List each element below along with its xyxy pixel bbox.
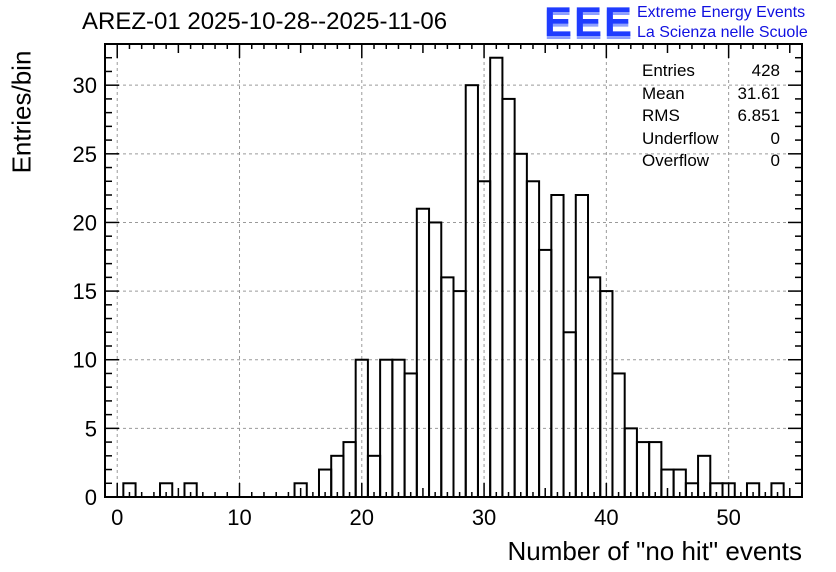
histogram-bin [452,290,467,498]
histogram-bin [611,372,626,499]
stats-row-overflow: Overflow 0 [642,150,780,173]
histogram-bin [574,194,590,498]
x-tick-label: 20 [350,505,374,530]
logo-line-1: Extreme Energy Events [637,4,806,21]
plot-frame [104,43,803,498]
x-tick-label: 30 [472,505,496,530]
logo-line-2: La Scienza nelle Scuole [637,24,808,41]
histogram-bin [330,454,345,498]
y-axis-label: Entries/bin [6,50,37,174]
y-tick-label: 15 [73,279,97,304]
histogram-bin [415,207,431,499]
stats-row-mean: Mean 31.61 [642,83,780,106]
histogram-bin [623,427,638,499]
histogram-bin [366,454,382,498]
stats-label: Mean [642,83,685,103]
stats-value: 31.61 [737,83,780,103]
histogram-bin [440,276,455,499]
histogram-bin [562,331,577,499]
stats-value: 0 [770,128,780,148]
chart-title: AREZ-01 2025-10-28--2025-11-06 [82,8,448,35]
histogram-bin [342,441,357,499]
eee-logo: EEE [544,0,635,45]
stats-row-rms: RMS 6.851 [642,105,780,128]
stats-box: Entries 428 Mean 31.61 RMS 6.851 Underflow 0… [642,60,780,173]
histogram-bin [501,97,516,498]
stats-value: 0 [770,151,780,170]
x-tick-label: 50 [716,505,740,530]
y-tick-label: 20 [73,210,97,235]
y-tick-label: 0 [85,485,97,510]
x-tick-label: 40 [594,505,618,530]
histogram-bin [648,441,663,499]
histogram-bin [635,441,651,499]
histogram-bin [550,194,565,498]
y-tick-label: 5 [85,416,97,441]
stats-label: Overflow [642,151,710,170]
y-tick-label: 30 [73,73,97,98]
stats-label: RMS [642,106,680,125]
stats-label: Underflow [642,128,719,148]
x-tick-label: 10 [227,505,251,530]
histogram-bin [489,56,504,499]
histogram-bin [538,248,553,498]
stats-label: Entries [642,61,695,80]
stats-value: 428 [751,61,780,80]
y-tick-label: 25 [73,142,97,167]
histogram-bin [587,276,602,499]
histogram-bin [403,372,418,499]
stats-value: 6.851 [737,106,780,125]
y-tick-label: 10 [73,348,97,373]
histogram-bin [525,180,541,498]
eee-logo-text: Extreme Energy Events La Scienza nelle S… [637,3,808,43]
axes: 0 10 20 30 40 50 0 5 10 15 20 25 30 [73,43,803,530]
stats-row-entries: Entries 428 [642,60,780,83]
x-axis-label: Number of "no hit" events [507,536,803,566]
histogram-bin [513,152,528,498]
x-tick-label: 0 [111,505,123,530]
stats-row-underflow: Underflow 0 [642,128,780,151]
histogram-bin [697,454,712,498]
